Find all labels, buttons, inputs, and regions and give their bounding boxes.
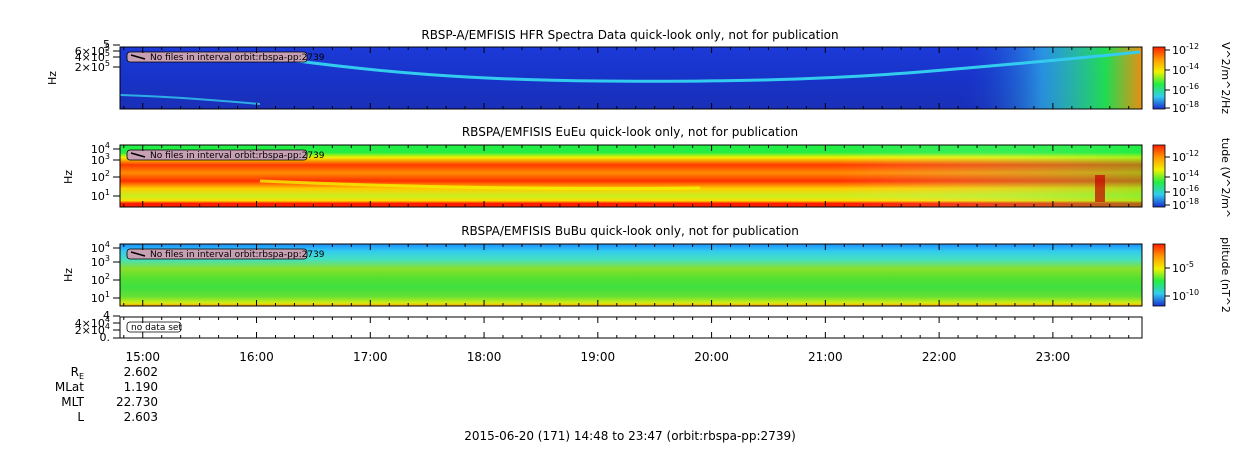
x-tick-label: 18:00 xyxy=(467,350,502,364)
x-tick-label: 17:00 xyxy=(353,350,388,364)
colorbar-tick-label: 10-5 xyxy=(1172,260,1194,275)
colorbar-tick-label: 10-18 xyxy=(1172,197,1199,212)
panel-bubu-title: RBSPA/EMFISIS BuBu quick-look only, not … xyxy=(461,224,799,238)
panel-hfr-ylabel: Hz xyxy=(46,71,59,85)
panel-eueu-frame xyxy=(119,144,1143,208)
y-tick-label: 104 xyxy=(91,240,110,255)
ephemeris-label: RE xyxy=(71,365,84,381)
panel-hfr-frame xyxy=(119,46,1143,110)
panel-hfr-colorbar-ticks: 10-12 10-14 10-16 10-18 xyxy=(1165,42,1199,115)
panel-eueu-band xyxy=(259,179,701,191)
panel-hfr-colorbar xyxy=(1152,46,1166,110)
y-tick-label: 103 xyxy=(91,152,110,167)
panel-bubu: RBSPA/EMFISIS BuBu quick-look only, not … xyxy=(62,224,1232,313)
panel-eueu-notice-text: No files in interval orbit:rbspa-pp:2739 xyxy=(150,151,325,161)
x-tick-label: 21:00 xyxy=(808,350,843,364)
panel-bubu-ylabel: Hz xyxy=(62,268,75,282)
panel-hfr-notice: No files in interval orbit:rbspa-pp:2739 xyxy=(126,51,325,63)
ephemeris-table: RE 2.602 MLat 1.190 MLT 22.730 L 2.603 xyxy=(55,365,158,424)
panel-hfr-notice-text: No files in interval orbit:rbspa-pp:2739 xyxy=(150,53,325,63)
panel-empty-notice-text: no data set xyxy=(131,323,182,333)
y-tick-label: 4×104 xyxy=(75,315,110,330)
panel-empty-frame xyxy=(119,316,1143,339)
colorbar-tick-label: 10-16 xyxy=(1172,184,1199,199)
ephemeris-label: MLat xyxy=(55,380,84,394)
y-tick-label: 4×105 xyxy=(75,49,110,64)
panel-hfr: RBSP-A/EMFISIS HFR Spectra Data quick-lo… xyxy=(46,28,1232,115)
panel-bubu-colorbar-label: plitude (nT^2 xyxy=(1219,237,1232,313)
y-tick-label: 5 xyxy=(103,38,110,51)
y-tick-label: 2×104 xyxy=(75,322,110,337)
x-tick-label: 16:00 xyxy=(239,350,274,364)
panel-eueu-colorbar xyxy=(1152,144,1166,208)
panel-eueu-colorbar-label: tude (V^2/m^ xyxy=(1219,138,1232,218)
ephemeris-label: L xyxy=(77,410,84,424)
y-tick-label: 103 xyxy=(91,254,110,269)
x-tick-label: 19:00 xyxy=(581,350,616,364)
time-axis: 15:00 16:00 17:00 18:00 19:00 20:00 21:00 22:00… xyxy=(123,47,1130,364)
ephemeris-label: MLT xyxy=(61,395,84,409)
footer-text: 2015-06-20 (171) 14:48 to 23:47 (orbit:r… xyxy=(464,429,796,443)
panel-hfr-colorbar-label: V^2/m^2/Hz xyxy=(1219,42,1232,114)
panel-eueu: RBSPA/EMFISIS EuEu quick-look only, not … xyxy=(62,125,1232,218)
y-tick-label: 101 xyxy=(91,188,110,203)
panel-hfr-upper-hybrid-line xyxy=(289,50,1141,83)
y-tick-label: 6×105 xyxy=(75,43,110,58)
x-tick-label: 20:00 xyxy=(694,350,729,364)
ephemeris-value: 22.730 xyxy=(116,395,158,409)
colorbar-tick-label: 10-10 xyxy=(1172,288,1199,303)
ephemeris-value: 1.190 xyxy=(124,380,158,394)
x-tick-label: 22:00 xyxy=(922,350,957,364)
y-tick-label: 0. xyxy=(100,331,111,344)
panel-eueu-notice: No files in interval orbit:rbspa-pp:2739 xyxy=(126,149,325,161)
panel-empty-notice: no data set xyxy=(126,321,182,333)
colorbar-tick-label: 10-14 xyxy=(1172,62,1199,77)
panel-eueu-ylabel: Hz xyxy=(62,170,75,184)
colorbar-tick-label: 10-16 xyxy=(1172,82,1199,97)
y-tick-label: 102 xyxy=(91,169,110,184)
colorbar-tick-label: 10-12 xyxy=(1172,42,1199,57)
panel-bubu-frame xyxy=(119,243,1143,307)
y-tick-label: 2×105 xyxy=(75,59,110,74)
colorbar-tick-label: 10-14 xyxy=(1172,169,1199,184)
panel-eueu-title: RBSPA/EMFISIS EuEu quick-look only, not … xyxy=(462,125,798,139)
panel-hfr-lower-band xyxy=(119,94,261,105)
panel-bubu-notice: No files in interval orbit:rbspa-pp:2739 xyxy=(126,248,325,260)
colorbar-tick-label: 10-18 xyxy=(1172,100,1199,115)
panel-hfr-right-emission xyxy=(960,47,1142,109)
panel-bubu-colorbar xyxy=(1152,243,1166,307)
x-tick-label: 15:00 xyxy=(125,350,160,364)
colorbar-tick-label: 10-12 xyxy=(1172,149,1199,164)
y-tick-label: 101 xyxy=(91,290,110,305)
panel-hfr-title: RBSP-A/EMFISIS HFR Spectra Data quick-lo… xyxy=(421,28,838,42)
ephemeris-value: 2.602 xyxy=(124,365,158,379)
panel-bubu-notice-text: No files in interval orbit:rbspa-pp:2739 xyxy=(150,250,325,260)
y-tick-label: 104 xyxy=(91,141,110,156)
panel-bubu-colorbar-ticks: 10-5 10-10 xyxy=(1165,260,1199,303)
y-tick-label: 102 xyxy=(91,272,110,287)
x-tick-label: 23:00 xyxy=(1036,350,1071,364)
panel-eueu-burst xyxy=(1095,175,1105,202)
y-tick-label: 4 xyxy=(103,309,110,322)
ephemeris-value: 2.603 xyxy=(124,410,158,424)
